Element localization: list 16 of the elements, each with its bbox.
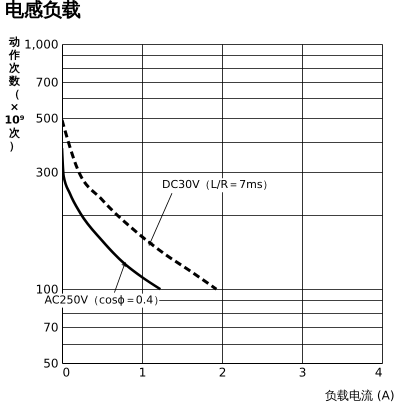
chart-title: 电感负载 — [5, 0, 81, 21]
y-tick-label: 50 — [43, 356, 58, 370]
x-tick-label: 2 — [218, 366, 226, 380]
y-tick-label: 300 — [36, 166, 58, 180]
x-tick-label: 3 — [298, 366, 306, 380]
y-tick-label: 700 — [36, 75, 58, 90]
y-tick-label: 500 — [36, 111, 58, 126]
text: 动作次数（×10⁹次） — [4, 36, 25, 152]
annotation: AC250V（cosϕ＝0.4） — [44, 294, 164, 307]
x-tick-label: 0 — [62, 366, 70, 380]
x-tick-label: 4 — [374, 366, 382, 380]
y-tick-label: 1,000 — [24, 38, 58, 52]
x-tick-label: 1 — [138, 366, 146, 380]
annotation: DC30V（L/R＝7ms） — [162, 178, 274, 192]
x-axis-title: 负载电流 (A) — [325, 388, 394, 402]
y-tick-label: 70 — [43, 320, 58, 335]
